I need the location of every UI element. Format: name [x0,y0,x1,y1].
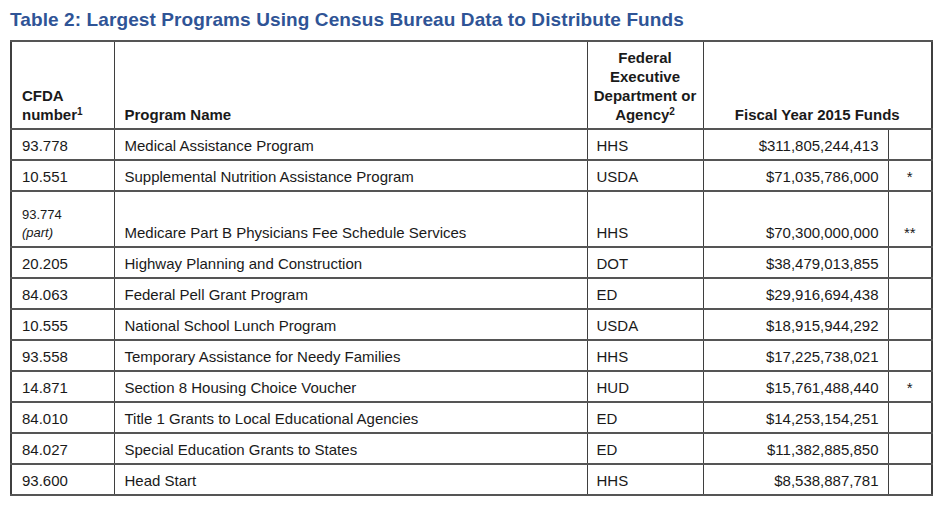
header-cfda-number: CFDA number1 [11,41,114,129]
cfda-number-cell: 84.010 [11,402,114,433]
program-name-cell: Special Education Grants to States [114,433,587,464]
footnote-flag-cell [888,309,932,340]
footnote-flag-cell: * [888,160,932,191]
footnote-flag-cell [888,129,932,160]
funds-amount-cell: $18,915,944,292 [703,309,888,340]
program-name-cell: Head Start [114,464,587,495]
program-name-cell: National School Lunch Program [114,309,587,340]
header-fiscal-year-2015-funds: Fiscal Year 2015 Funds [703,41,932,129]
program-name-cell: Medicare Part B Physicians Fee Schedule … [114,191,587,247]
funds-table: CFDA number1 Program Name Federal Execut… [10,40,933,496]
table-row: 93.558Temporary Assistance for Needy Fam… [11,340,932,371]
cfda-number-cell: 93.600 [11,464,114,495]
funds-amount-cell: $71,035,786,000 [703,160,888,191]
funds-amount-cell: $29,916,694,438 [703,278,888,309]
footnote-flag-cell [888,402,932,433]
agency-cell: HHS [587,464,703,495]
footnote-marker-1: 1 [77,106,83,117]
cfda-number-cell: 10.555 [11,309,114,340]
agency-cell: ED [587,402,703,433]
cfda-number-cell: 93.558 [11,340,114,371]
table-row: 84.010Title 1 Grants to Local Educationa… [11,402,932,433]
footnote-flag-cell [888,433,932,464]
table-row: 93.600Head StartHHS$8,538,887,781 [11,464,932,495]
table-row: 10.551Supplemental Nutrition Assistance … [11,160,932,191]
agency-cell: USDA [587,160,703,191]
program-name-cell: Federal Pell Grant Program [114,278,587,309]
funds-table-body: 93.778Medical Assistance ProgramHHS$311,… [11,129,932,495]
cfda-number-cell: 93.778 [11,129,114,160]
cfda-number-cell: 14.871 [11,371,114,402]
cfda-number-cell: 93.774(part) [11,191,114,247]
table-row: 84.063Federal Pell Grant ProgramED$29,91… [11,278,932,309]
footnote-marker-2: 2 [669,106,675,117]
cfda-number-cell: 20.205 [11,247,114,278]
agency-cell: HHS [587,129,703,160]
agency-cell: DOT [587,247,703,278]
funds-amount-cell: $11,382,885,850 [703,433,888,464]
agency-cell: ED [587,433,703,464]
table-row: 93.774(part)Medicare Part B Physicians F… [11,191,932,247]
program-name-cell: Title 1 Grants to Local Educational Agen… [114,402,587,433]
table-row: 20.205Highway Planning and ConstructionD… [11,247,932,278]
agency-cell: HUD [587,371,703,402]
header-agency-text: Federal Executive Department or Agency [594,49,697,123]
header-row: CFDA number1 Program Name Federal Execut… [11,41,932,129]
funds-amount-cell: $14,253,154,251 [703,402,888,433]
footnote-flag-cell: ** [888,191,932,247]
footnote-flag-cell [888,464,932,495]
table-row: 10.555National School Lunch ProgramUSDA$… [11,309,932,340]
table-row: 93.778Medical Assistance ProgramHHS$311,… [11,129,932,160]
agency-cell: HHS [587,191,703,247]
program-name-cell: Section 8 Housing Choice Voucher [114,371,587,402]
footnote-flag-cell: * [888,371,932,402]
program-name-cell: Highway Planning and Construction [114,247,587,278]
program-name-cell: Supplemental Nutrition Assistance Progra… [114,160,587,191]
header-agency: Federal Executive Department or Agency2 [587,41,703,129]
funds-amount-cell: $17,225,738,021 [703,340,888,371]
header-cfda-line1: CFDA [22,87,64,104]
footnote-flag-cell [888,340,932,371]
table-row: 84.027Special Education Grants to States… [11,433,932,464]
funds-amount-cell: $8,538,887,781 [703,464,888,495]
agency-cell: ED [587,278,703,309]
agency-cell: USDA [587,309,703,340]
footnote-flag-cell [888,247,932,278]
program-name-cell: Temporary Assistance for Needy Families [114,340,587,371]
cfda-number-cell: 84.063 [11,278,114,309]
footnote-flag-cell [888,278,932,309]
agency-cell: HHS [587,340,703,371]
table-row: 14.871Section 8 Housing Choice VoucherHU… [11,371,932,402]
table-title: Table 2: Largest Programs Using Census B… [10,8,938,33]
funds-amount-cell: $311,805,244,413 [703,129,888,160]
header-cfda-line2: number [22,106,77,123]
funds-amount-cell: $38,479,013,855 [703,247,888,278]
header-program-name: Program Name [114,41,587,129]
funds-amount-cell: $15,761,488,440 [703,371,888,402]
cfda-number-cell: 10.551 [11,160,114,191]
program-name-cell: Medical Assistance Program [114,129,587,160]
funds-amount-cell: $70,300,000,000 [703,191,888,247]
cfda-number-cell: 84.027 [11,433,114,464]
document-page: Table 2: Largest Programs Using Census B… [0,0,948,512]
